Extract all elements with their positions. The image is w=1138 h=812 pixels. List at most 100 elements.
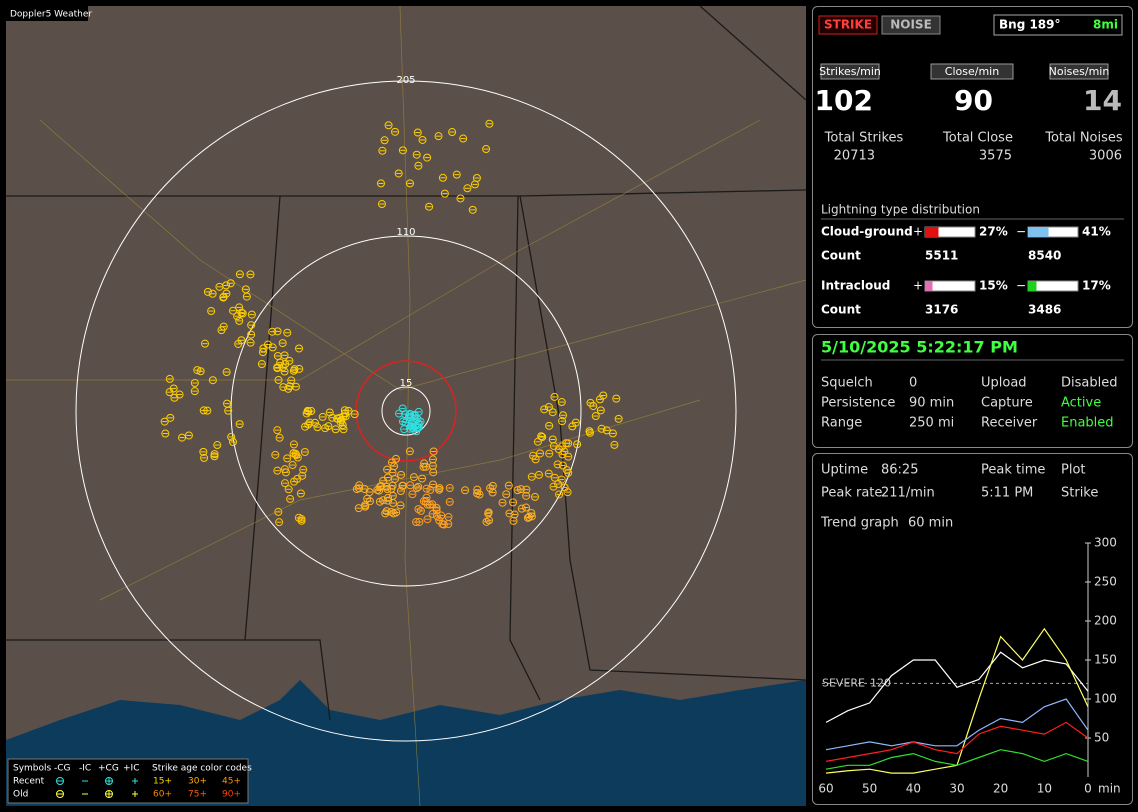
strike-symbol [435, 485, 444, 494]
strike-symbol [548, 435, 557, 444]
trend-line [825, 698, 1089, 751]
x-unit: min [1098, 782, 1121, 796]
pct-bar [1028, 281, 1037, 291]
strike-symbol [193, 366, 202, 375]
age-code: 90+ [222, 790, 241, 800]
strike-symbol [246, 270, 255, 279]
y-tick-label: 300 [1094, 536, 1117, 550]
strike-symbol [397, 470, 406, 479]
status-cell: Active [1061, 396, 1101, 411]
strike-symbol [291, 449, 300, 458]
strike-symbol [522, 491, 531, 500]
panel [812, 6, 1133, 328]
stats-cell: Plot [1061, 463, 1086, 478]
strike-symbol [545, 421, 554, 430]
rate-label-box [820, 63, 880, 80]
strike-symbol [414, 161, 423, 170]
strike-symbol [387, 458, 396, 467]
strike-symbol [210, 450, 219, 459]
status-cell: Range [821, 416, 862, 431]
status-cell: Enabled [1061, 416, 1114, 431]
strike-symbol [247, 321, 256, 330]
bearing-box [993, 14, 1123, 36]
strike-symbol [233, 312, 242, 321]
y-tick-label: 150 [1094, 653, 1117, 667]
strike-symbol [222, 281, 231, 290]
strike-symbol [355, 481, 364, 490]
stats-cell: 5:11 PM [981, 486, 1033, 501]
strike-button-label[interactable]: STRIKE [824, 18, 872, 32]
strike-layer [160, 119, 623, 529]
strike-symbol [405, 447, 414, 456]
strike-symbol [472, 173, 481, 182]
trend-line [825, 651, 1089, 723]
noise-button-label[interactable]: NOISE [890, 18, 932, 32]
strike-symbol [247, 330, 256, 339]
counts: Strikes/min 102 Total Strikes 20713 Close/mi… [815, 63, 1123, 164]
strike-symbol [517, 504, 526, 513]
panel [812, 334, 1133, 448]
total: 3575 [979, 149, 1012, 164]
title-bar [6, 6, 88, 21]
strike-symbol [165, 374, 174, 383]
age-code: 75+ [188, 790, 207, 800]
pct-label: 27% [979, 225, 1008, 239]
rate-label: Strikes/min [819, 65, 881, 78]
strike-symbol [564, 439, 573, 448]
strike-symbol [485, 119, 494, 128]
strike-symbol [571, 418, 580, 427]
strike-symbol [482, 517, 491, 526]
x-tick-label: 60 [818, 782, 833, 796]
status-cell: Capture [981, 396, 1033, 411]
status-cell: 250 mi [909, 416, 954, 431]
strike-symbol [325, 408, 334, 417]
noise-button[interactable] [881, 15, 941, 35]
status-cell: Upload [981, 376, 1027, 391]
strike-symbol [178, 433, 187, 442]
rate-label: Noises/min [1049, 65, 1110, 78]
strike-symbol [522, 485, 531, 494]
strike-symbol [341, 412, 350, 421]
strike-button[interactable] [818, 15, 878, 35]
trend-span: 60 min [908, 516, 953, 531]
strike-symbol [383, 493, 392, 502]
strike-symbol [196, 367, 205, 376]
strike-symbol [559, 411, 568, 420]
count: 3176 [925, 303, 958, 317]
strike-symbol [376, 179, 385, 188]
strike-symbol [415, 517, 424, 526]
strike-symbol [210, 452, 219, 461]
type-label: Intracloud [821, 279, 890, 293]
pct-label: 15% [979, 279, 1008, 293]
strike-symbol [283, 328, 292, 337]
strike-symbol [439, 520, 448, 529]
strike-symbol [550, 392, 559, 401]
age-code: 45+ [222, 777, 241, 787]
rate-label: Close/min [945, 65, 999, 78]
severe-value: 120 [870, 676, 891, 689]
strike-symbol [235, 316, 244, 325]
strike-symbol [564, 452, 573, 461]
strike-symbol [445, 497, 454, 506]
strike-symbol [525, 513, 534, 522]
stats-cell: Peak time [981, 463, 1045, 478]
status-cell: Squelch [821, 376, 873, 391]
stats-cell: 86:25 [881, 463, 918, 478]
strike-symbol [435, 516, 444, 525]
distribution-title: Lightning type distribution [821, 203, 980, 217]
y-tick-label: 250 [1094, 575, 1117, 589]
strike-symbol [313, 423, 322, 432]
count-label: Count [821, 303, 861, 317]
strike-symbol [610, 440, 619, 449]
strike-symbol [409, 473, 418, 482]
strike-symbol [428, 461, 437, 470]
strike-symbol [380, 136, 389, 145]
strike-symbol [354, 504, 363, 513]
strike-symbol [459, 134, 468, 143]
y-tick-label: 50 [1094, 731, 1109, 745]
strike-symbol [199, 447, 208, 456]
strike-symbol [222, 368, 231, 377]
legend-label: Recent [13, 777, 45, 787]
